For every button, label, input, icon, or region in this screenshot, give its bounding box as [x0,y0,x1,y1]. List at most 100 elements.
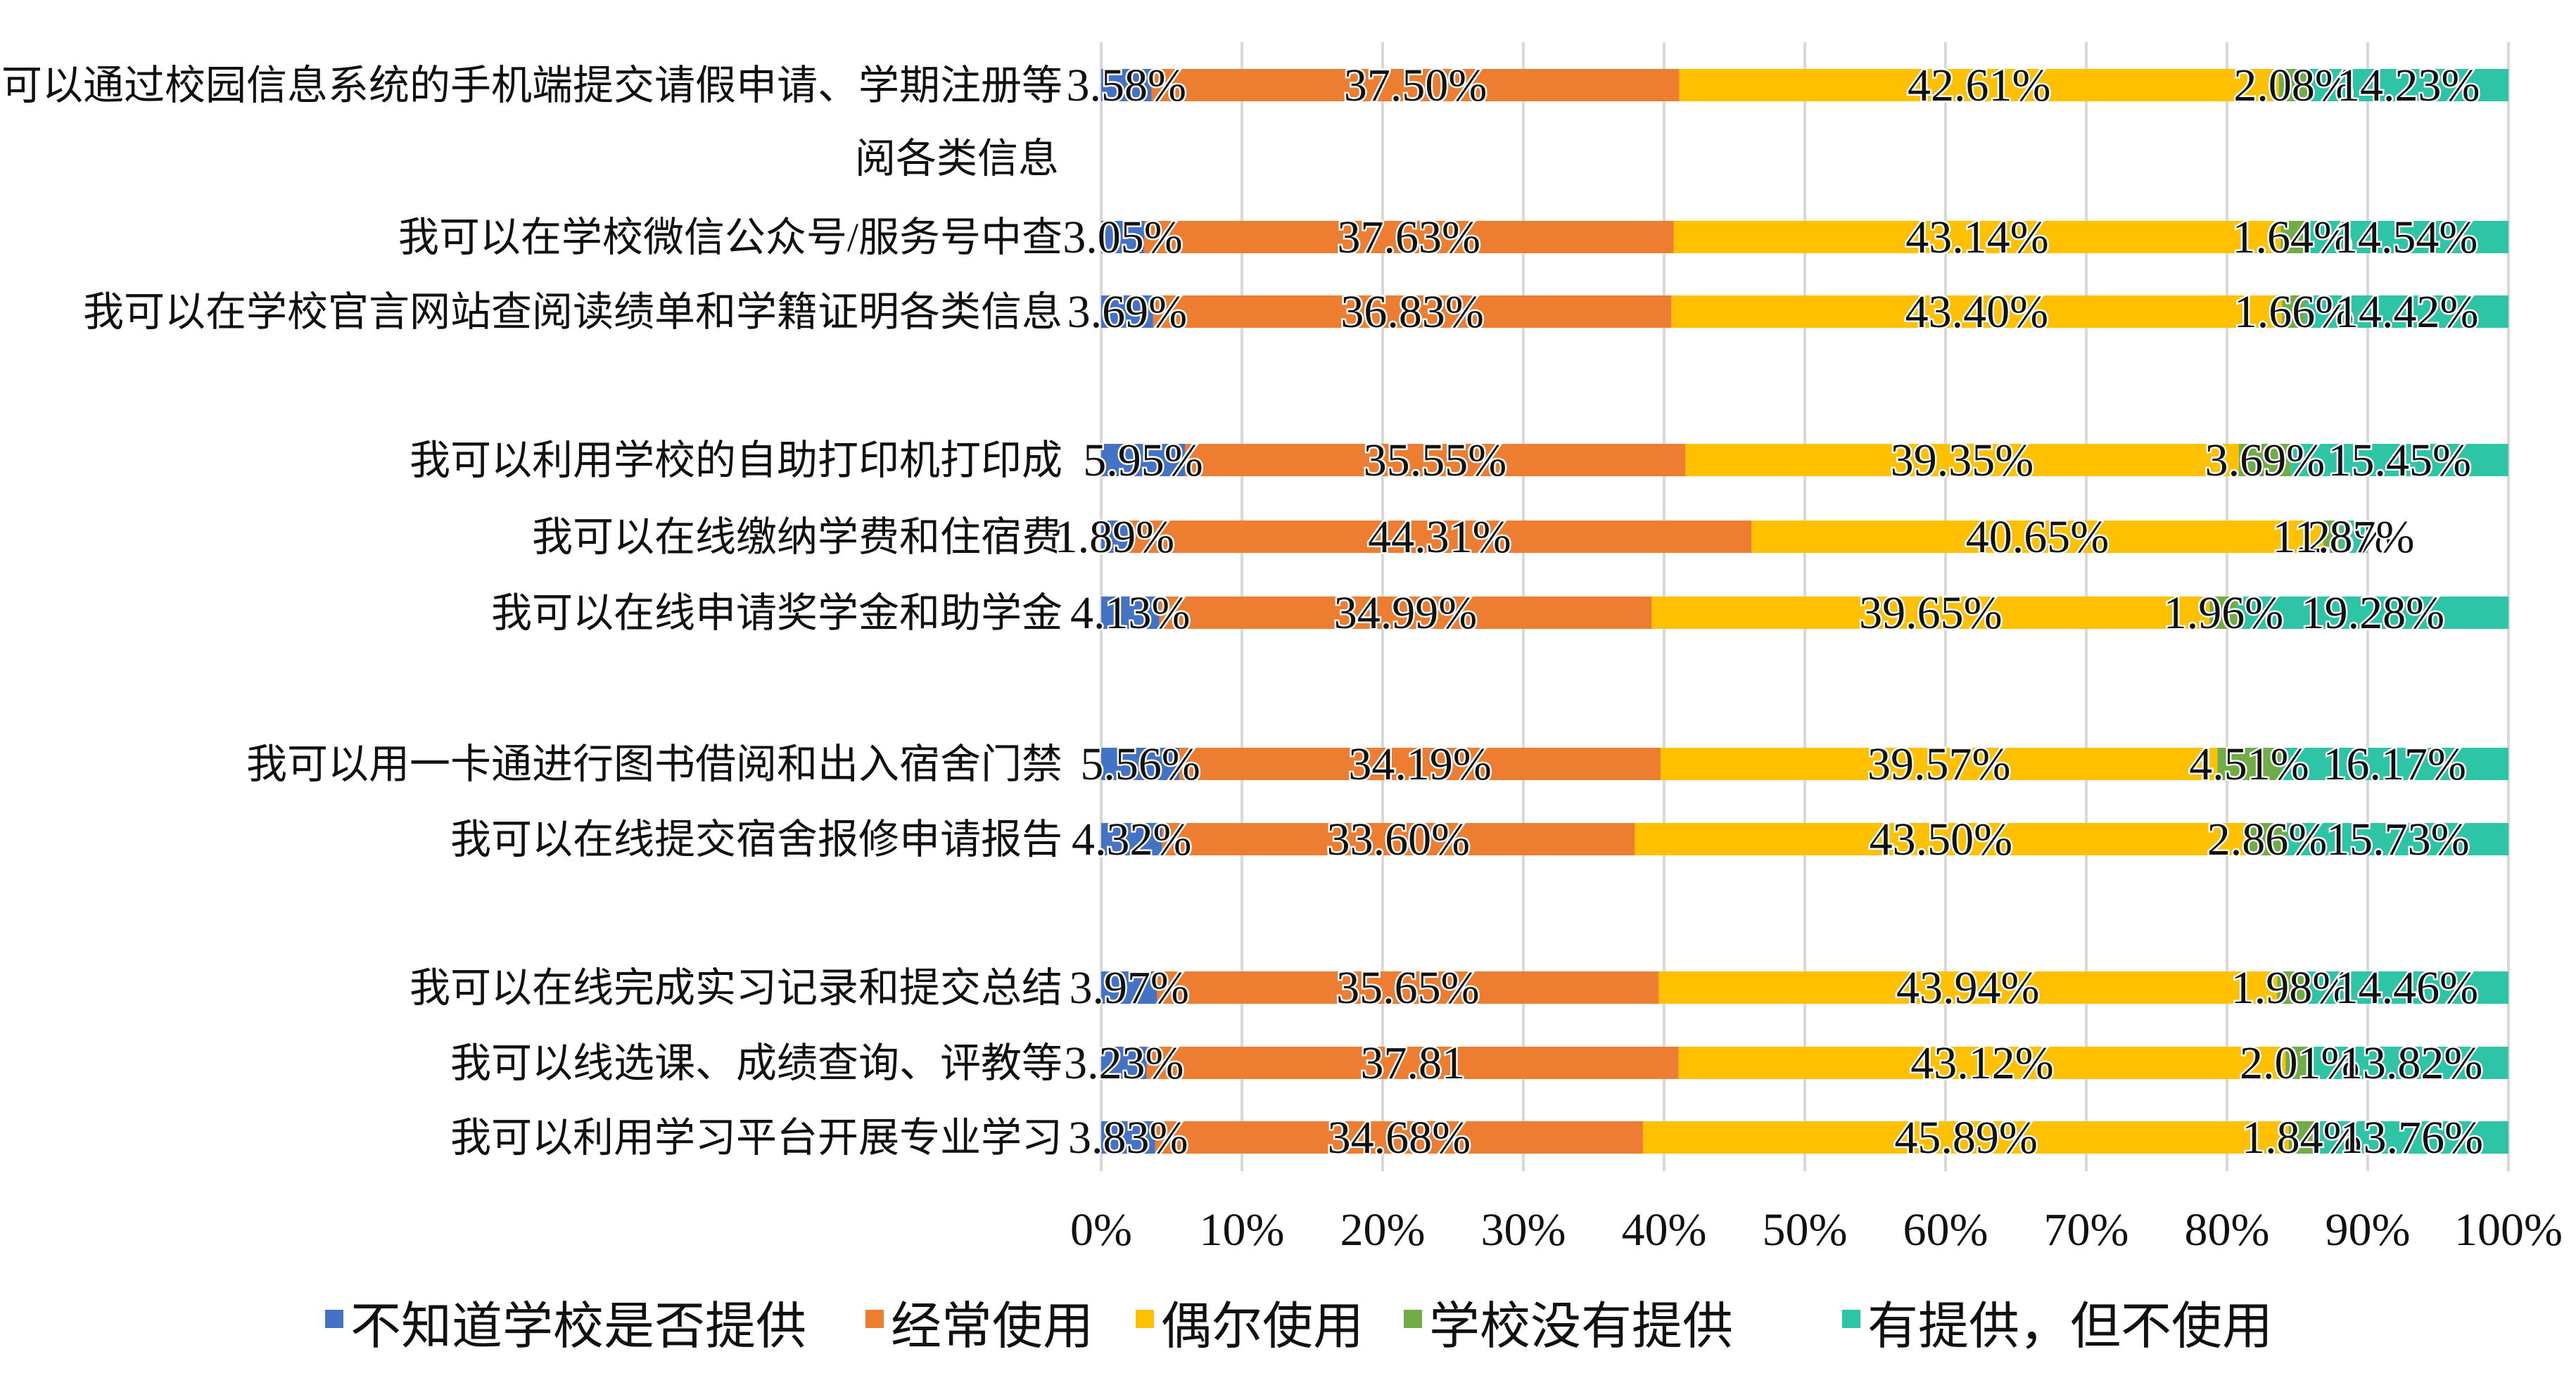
data-label: 3.58% [1067,60,1186,111]
bar-segment [1101,1121,1155,1154]
x-tick-label: 20% [1340,1204,1426,1256]
bar-segment [1661,748,2218,780]
bar-segment [2209,597,2238,629]
bar-segment [2282,295,2306,328]
bar-segment [1101,521,1128,553]
x-tick-label: 50% [1763,1204,1848,1256]
data-label: 37.63% [1338,212,1480,263]
x-tick-label: 0% [1070,1204,1132,1256]
x-tick-label: 60% [1903,1204,1988,1256]
data-label: 34.19% [1348,739,1491,790]
bar-segment [1643,1121,2289,1154]
data-label: 13.82% [2340,1038,2482,1089]
data-label: 35.55% [1364,435,1506,486]
bar-segment [1144,221,1674,253]
bar-segment [2290,444,2508,476]
bar-segment [2287,823,2509,855]
bar-segment [1679,69,2279,101]
bar-segment [1685,444,2239,476]
bar-segment [2314,1121,2508,1154]
data-label: 42.61% [1908,60,2050,111]
data-label: 36.83% [1340,286,1483,338]
bar-segment [2247,823,2288,855]
legend-label: 学校没有提供 [1429,1299,1733,1355]
legend: 不知道学校是否提供 经常使用 偶尔使用 学校没有提供 有提供，但不使用 [325,1299,2273,1355]
bar-segment [2237,597,2509,629]
data-labels: 3.58% 37.50% 42.61% 2.08%14.23% 3.05% 37.63% 4… [1053,58,2485,1166]
bar-segments [1101,69,2509,1154]
category-label: 我可以利用学习平台开展专业学习 [450,1115,1062,1161]
bar-segment [1671,295,2283,328]
legend-label: 有提供，但不使用 [1867,1299,2273,1355]
data-label: 39.35% [1891,435,2033,486]
bar-segment [2304,971,2508,1004]
data-label: 4.32% [1072,814,1191,865]
data-label: 3.05% [1062,212,1182,263]
data-label: 37.81 [1360,1038,1465,1089]
legend-swatch [1842,1310,1860,1328]
bar-segment [2239,444,2291,476]
data-label: 4.13% [1070,587,1190,639]
data-label: 33.60% [1327,814,1470,865]
data-label: 39.65% [1859,587,2002,639]
bar-segment [1678,1047,2286,1079]
bar-segment [1673,221,2281,253]
data-label: 43.14% [1905,212,2048,263]
bar-segment [1101,69,1152,101]
category-label: 我可以通过校园信息系统的手机端提交请假申请、学期注册等 [0,63,1062,108]
bar-segment [2308,69,2508,101]
bar-segment [2304,221,2508,253]
data-label: 2.86% [2207,814,2327,865]
legend-label: 偶尔使用 [1161,1299,1364,1355]
category-labels: 我可以通过校园信息系统的手机端提交请假申请、学期注册等阅各类信息我可以在学校微信… [0,63,1062,1161]
data-label: 2.01% [2240,1038,2359,1089]
data-label: 3.23% [1064,1038,1184,1089]
x-tick-label: 70% [2044,1204,2129,1256]
data-label: 14.46% [2335,962,2478,1014]
data-label: 19.28% [2302,587,2444,639]
bar-segment [2217,748,2281,780]
bar-segment [1155,1121,1644,1154]
legend-swatch [865,1310,884,1328]
data-label: 15.73% [2326,814,2469,865]
data-label: 3.69% [1067,286,1187,338]
data-label: 43.94% [1896,962,2039,1014]
bar-segment [1151,69,1680,101]
data-label: 5.56% [1080,739,1200,790]
bar-segment [1179,748,1661,780]
category-label-continuation: 阅各类信息 [855,136,1059,181]
data-label: 37.50% [1344,60,1487,111]
bar-segment [1101,971,1157,1004]
data-label: 14.23% [2337,60,2480,111]
bar-segment [2323,521,2342,553]
category-label: 我可以线选课、成绩查询、评教等 [450,1040,1062,1086]
bar-segment [1157,971,1659,1004]
data-label: 1.98% [2231,962,2351,1014]
bar-segment [1162,823,1635,855]
bar-segment [1101,748,1180,780]
bar-segment [2305,295,2508,328]
data-label: 43.40% [1905,286,2048,338]
category-label: 我可以在学校微信公众号/服务号中查 [398,215,1062,260]
data-label: 1.64% [2233,212,2352,263]
category-label: 我可以在线申请奖学金和助学金 [491,590,1062,636]
data-label: 39.57% [1867,739,2010,790]
bar-segment [1127,521,1751,553]
data-label: 1.28% [2273,511,2392,563]
category-label: 我可以用一卡通进行图书借阅和出入宿舍门禁 [246,741,1062,787]
x-tick-label: 80% [2185,1204,2270,1256]
data-label: 5.95% [1083,435,1203,486]
data-label: 43.50% [1870,814,2012,865]
bar-segment [2314,1047,2508,1079]
category-label: 我可以在线完成实习记录和提交总结 [410,965,1062,1011]
data-label: 1.66% [2234,286,2354,338]
bar-segment [1635,823,2247,855]
data-label: 1.89% [1055,511,1174,563]
data-label: 14.42% [2335,286,2478,338]
bar-segment [2277,971,2305,1004]
bar-segment [2280,221,2304,253]
data-label: 15.45% [2328,435,2471,486]
data-label: 13.76% [2340,1112,2483,1163]
x-tick-label: 10% [1200,1204,1285,1256]
